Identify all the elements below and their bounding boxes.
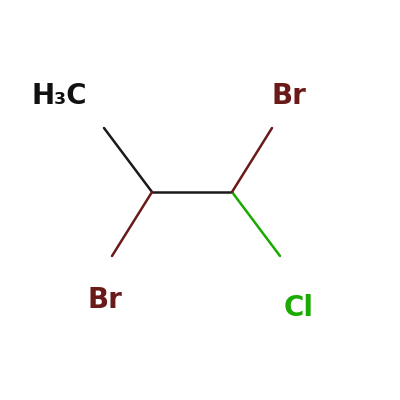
Text: Cl: Cl [284, 294, 314, 322]
Text: Br: Br [272, 82, 307, 110]
Text: H₃C: H₃C [32, 82, 88, 110]
Text: Br: Br [88, 286, 123, 314]
